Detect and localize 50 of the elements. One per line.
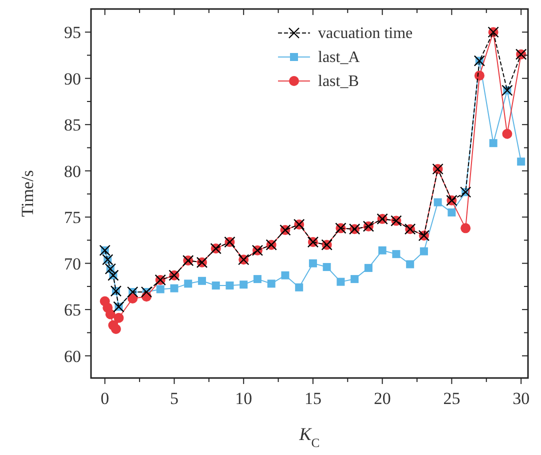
point [253,275,262,284]
x-tick-label: 15 [304,389,322,408]
point [170,284,178,292]
x-tick-label: 10 [235,389,252,408]
y-axis-title: Time/s [18,170,37,217]
x-tick-label: 25 [443,389,460,408]
y-tick-label: 90 [64,69,81,88]
point [212,282,220,290]
point [474,70,484,81]
point [281,271,290,280]
point [240,280,248,289]
point [295,283,304,292]
y-tick-label: 65 [64,300,81,320]
point [114,312,124,323]
point [517,158,526,166]
x-tick-label: 20 [374,389,391,408]
point [502,128,512,139]
point [364,264,372,272]
point [156,285,164,294]
y-tick-label: 70 [64,254,81,274]
point [322,263,331,272]
point [420,247,428,256]
y-tick-label: 80 [64,162,81,181]
point [378,246,386,254]
legend-label: vacuation time [318,25,413,42]
point [105,309,116,320]
point [267,280,276,288]
x-tick-label: 30 [512,389,530,408]
point [489,139,498,148]
y-tick-label: 95 [64,23,81,42]
x-axis-title: K$_{C}$ [298,424,320,450]
point [406,260,414,268]
point [434,198,442,206]
point [198,276,206,285]
legend-label: last_B [318,73,359,90]
point [448,208,456,216]
point [110,324,121,334]
point [226,282,234,290]
y-tick-label: 85 [64,116,81,135]
point [350,275,359,284]
x-tick-label: 5 [170,389,178,408]
point [184,280,192,288]
point [392,250,400,258]
y-tick-label: 60 [64,346,81,366]
point [336,278,345,286]
point [460,223,471,234]
y-tick-label: 75 [64,208,81,228]
point [308,259,317,268]
x-tick-label: 0 [100,389,110,408]
legend-label: last_A [318,49,360,66]
